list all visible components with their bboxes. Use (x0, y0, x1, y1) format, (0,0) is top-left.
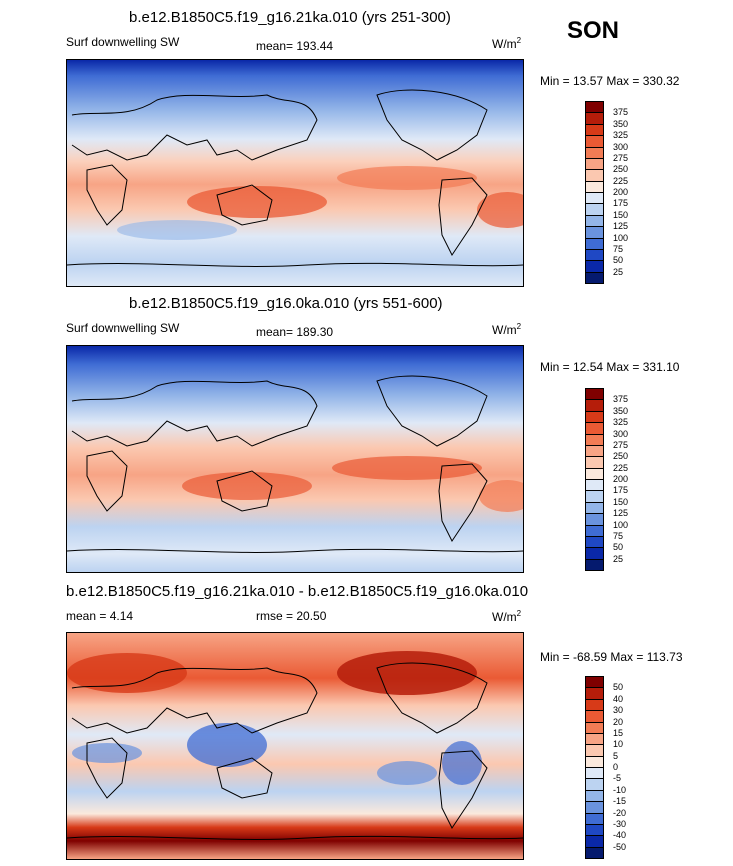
panel1-map (66, 59, 524, 287)
panel2-colorbar (585, 388, 604, 571)
panel3-hotspot (67, 653, 187, 693)
panel2-hotspot (332, 456, 482, 480)
colorbar-tick-label: 15 (613, 727, 624, 738)
panel1-minmax: Min = 13.57 Max = 330.32 (540, 74, 680, 88)
colorbar-tick-label: 325 (613, 417, 629, 428)
panel3-colorbar (585, 676, 604, 859)
colorbar-tick-label: 50 (613, 542, 624, 553)
colorbar-tick-label: 250 (613, 451, 629, 462)
colorbar-tick-label: 350 (613, 405, 629, 416)
panel3-title: b.e12.B1850C5.f19_g16.21ka.010 - b.e12.B… (66, 583, 529, 600)
season-label: SON (567, 17, 620, 44)
colorbar-tick-label: 225 (613, 175, 629, 186)
colorbar-tick-label: 325 (613, 130, 629, 141)
panel3-mean: mean = 4.14 (66, 609, 134, 623)
panel2-minmax: Min = 12.54 Max = 331.10 (540, 360, 680, 374)
colorbar-swatch (585, 558, 604, 571)
panel2-hotspot (479, 480, 523, 512)
panel1-hotspot (187, 186, 327, 218)
colorbar-tick-label: 25 (613, 266, 624, 277)
colorbar-tick-label: 375 (613, 107, 629, 118)
colorbar-tick-label: -15 (613, 796, 627, 807)
colorbar-tick-label: 150 (613, 209, 629, 220)
colorbar-tick-label: 300 (613, 141, 629, 152)
colorbar-tick-label: 20 (613, 716, 624, 727)
colorbar-tick-label: 150 (613, 496, 629, 507)
colorbar-tick-label: 10 (613, 739, 624, 750)
colorbar-tick-label: 350 (613, 118, 629, 129)
colorbar-tick-label: 175 (613, 485, 629, 496)
panel3-minmax: Min = -68.59 Max = 113.73 (540, 650, 683, 664)
panel3-hotspot (337, 651, 477, 695)
panel2-map (66, 345, 524, 573)
colorbar-tick-label: -30 (613, 818, 627, 829)
colorbar-tick-label: -5 (613, 773, 622, 784)
panel3-coolspot (72, 743, 142, 763)
colorbar-tick-label: 275 (613, 152, 629, 163)
panel2-hotspot (182, 472, 312, 500)
colorbar-tick-label: 50 (613, 255, 624, 266)
colorbar-tick-label: -10 (613, 784, 627, 795)
colorbar-tick-label: 175 (613, 198, 629, 209)
panel1-title: b.e12.B1850C5.f19_g16.21ka.010 (yrs 251-… (129, 9, 451, 26)
panel2-coastlines (67, 375, 523, 553)
panel3-coolspot (442, 741, 482, 785)
colorbar-tick-label: -40 (613, 830, 627, 841)
panel1-coastlines (67, 89, 523, 267)
colorbar-swatch (585, 846, 604, 859)
colorbar-tick-label: 50 (613, 682, 624, 693)
panel3-map (66, 632, 524, 860)
panel1-colorbar (585, 101, 604, 284)
colorbar-swatch (585, 271, 604, 284)
panel1-hotspot (477, 192, 523, 228)
panel2-field-label: Surf downwelling SW (66, 321, 180, 335)
colorbar-tick-label: 75 (613, 243, 624, 254)
colorbar-tick-label: -20 (613, 807, 627, 818)
panel3-coolspot (377, 761, 437, 785)
colorbar-tick-label: 375 (613, 394, 629, 405)
colorbar-tick-label: 40 (613, 693, 624, 704)
colorbar-tick-label: -50 (613, 841, 627, 852)
colorbar-tick-label: 200 (613, 474, 629, 484)
colorbar-tick-label: 300 (613, 428, 629, 439)
colorbar-tick-label: 100 (613, 232, 629, 243)
colorbar-tick-label: 25 (613, 553, 624, 564)
panel3-coolspot (187, 723, 267, 767)
panel2-title: b.e12.B1850C5.f19_g16.0ka.010 (yrs 551-6… (129, 295, 443, 312)
panel3-unit: W/m2 (492, 609, 522, 624)
panel3-coastlines (67, 662, 523, 840)
panel1-unit: W/m2 (492, 36, 522, 51)
colorbar-tick-label: 0 (613, 762, 619, 772)
panel1-hotspot (337, 166, 477, 190)
panel2-unit: W/m2 (492, 322, 522, 337)
colorbar-tick-label: 75 (613, 530, 624, 541)
panel2-mean: mean= 189.30 (256, 325, 334, 339)
panel1-mean: mean= 193.44 (256, 39, 334, 53)
panel1-coolspot (117, 220, 237, 240)
panel3-rmse: rmse = 20.50 (256, 609, 327, 623)
colorbar-tick-label: 200 (613, 187, 629, 197)
colorbar-tick-label: 100 (613, 519, 629, 530)
colorbar-tick-label: 125 (613, 221, 629, 232)
colorbar-tick-label: 250 (613, 164, 629, 175)
colorbar-tick-label: 30 (613, 705, 624, 716)
colorbar-tick-label: 125 (613, 508, 629, 519)
colorbar-tick-label: 5 (613, 750, 619, 761)
colorbar-tick-label: 225 (613, 462, 629, 473)
colorbar-tick-label: 275 (613, 439, 629, 450)
panel1-field-label: Surf downwelling SW (66, 35, 180, 49)
